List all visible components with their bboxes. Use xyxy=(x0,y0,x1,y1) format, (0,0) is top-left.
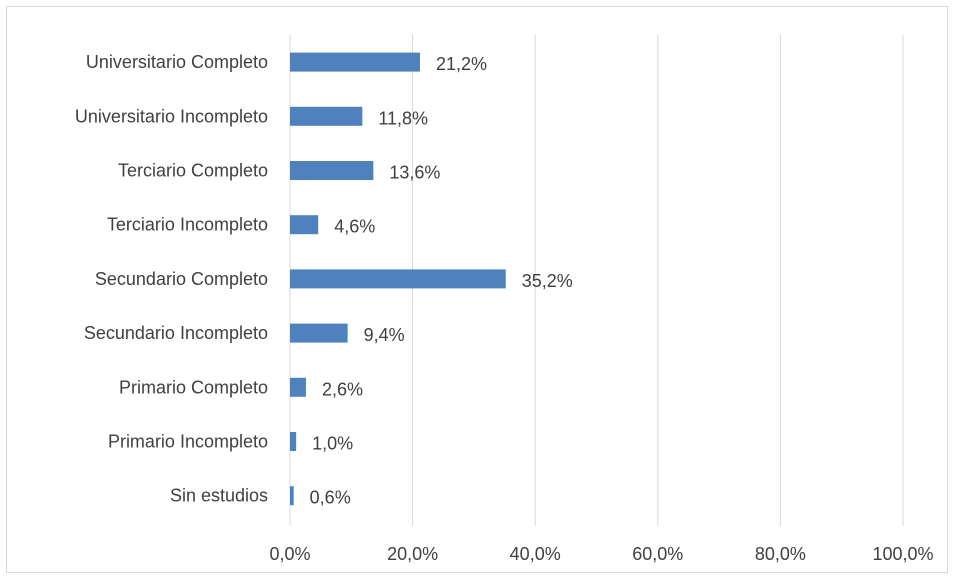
bar xyxy=(290,106,363,126)
bar xyxy=(290,215,319,235)
data-label: 0,6% xyxy=(310,488,351,508)
category-label: Universitario Incompleto xyxy=(75,106,268,126)
x-tick-label: 0,0% xyxy=(269,544,310,564)
bars xyxy=(290,52,506,506)
x-tick-label: 20,0% xyxy=(387,544,438,564)
labels: 0,0% 20,0% 40,0% 60,0% 80,0% 100,0% Universita… xyxy=(75,52,934,564)
category-label: Sin estudios xyxy=(170,486,268,506)
bar xyxy=(290,161,374,180)
bar xyxy=(290,323,348,343)
x-tick-label: 60,0% xyxy=(632,544,683,564)
bar xyxy=(290,269,506,289)
data-label: 21,2% xyxy=(436,54,487,74)
bar xyxy=(290,432,297,451)
x-tick-label: 40,0% xyxy=(510,544,561,564)
bar xyxy=(290,52,420,72)
bar xyxy=(290,377,306,397)
data-label: 1,0% xyxy=(312,434,353,454)
data-label: 35,2% xyxy=(522,271,573,291)
x-tick-label: 80,0% xyxy=(755,544,806,564)
category-label: Terciario Completo xyxy=(118,161,268,181)
category-label: Primario Completo xyxy=(119,377,268,397)
category-label: Terciario Incompleto xyxy=(107,215,268,235)
category-label: Secundario Completo xyxy=(95,269,268,289)
x-tick-label: 100,0% xyxy=(872,544,933,564)
data-label: 13,6% xyxy=(389,163,440,183)
category-label: Primario Incompleto xyxy=(108,432,268,452)
chart-frame xyxy=(6,6,948,573)
data-label: 2,6% xyxy=(322,379,363,399)
category-label: Universitario Completo xyxy=(86,52,268,72)
bar xyxy=(290,486,294,506)
data-label: 11,8% xyxy=(378,108,428,128)
category-label: Secundario Incompleto xyxy=(84,323,268,343)
data-label: 4,6% xyxy=(334,217,375,237)
data-label: 9,4% xyxy=(364,325,405,345)
